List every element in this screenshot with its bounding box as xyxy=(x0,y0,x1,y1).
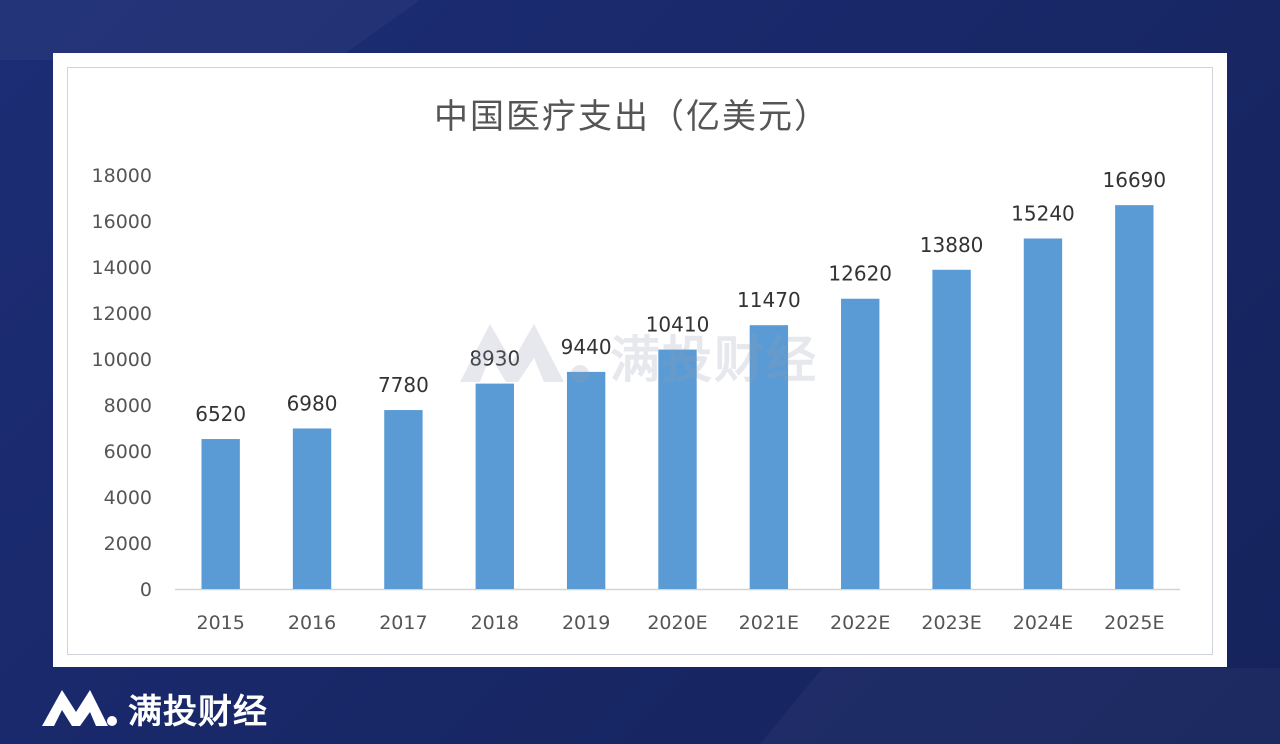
bar xyxy=(475,383,514,589)
bar-data-label: 10410 xyxy=(646,313,710,337)
y-axis: 0 2000 4000 6000 8000 10000 12000 14000 16000 180… xyxy=(92,165,152,601)
y-tick-label: 0 xyxy=(140,579,152,601)
bar-data-label: 8930 xyxy=(469,347,520,371)
bar xyxy=(1115,205,1154,589)
bar xyxy=(749,325,789,589)
x-tick-label: 2023E xyxy=(921,612,981,634)
bar-data-label: 6980 xyxy=(287,391,338,415)
brand-name: 满投财经 xyxy=(128,691,268,732)
chart-title: 中国医疗支出（亿美元） xyxy=(434,97,830,137)
bar-data-label: 9440 xyxy=(561,335,612,359)
y-tick-label: 10000 xyxy=(92,349,152,371)
y-tick-label: 12000 xyxy=(92,303,152,325)
y-tick-label: 14000 xyxy=(92,257,152,279)
x-tick-label: 2017 xyxy=(379,612,427,634)
y-tick-label: 16000 xyxy=(92,211,152,233)
y-tick-label: 8000 xyxy=(104,395,152,417)
y-tick-label: 6000 xyxy=(104,441,152,463)
x-tick-label: 2020E xyxy=(647,612,707,634)
bar xyxy=(201,439,240,589)
bar-data-label: 16690 xyxy=(1103,168,1167,192)
bar-data-label: 15240 xyxy=(1011,201,1075,225)
data-labels: 6520 6980 7780 8930 9440 10410 11470 12620 13880… xyxy=(195,168,1166,426)
x-axis: 2015 2016 2017 2018 2019 2020E 2021E 2022E 2023E… xyxy=(175,588,1180,634)
y-tick-label: 4000 xyxy=(104,487,152,509)
x-tick-label: 2021E xyxy=(739,612,799,634)
brand: 满投财经 xyxy=(40,683,268,733)
bar-data-label: 12620 xyxy=(828,262,892,286)
bar xyxy=(658,349,697,589)
x-tick-label: 2024E xyxy=(1013,612,1073,634)
x-tick-label: 2025E xyxy=(1104,612,1164,634)
y-tick-label: 2000 xyxy=(104,533,152,555)
bar xyxy=(566,371,606,589)
bar xyxy=(1023,238,1063,590)
x-tick-label: 2019 xyxy=(562,612,610,634)
x-tick-label: 2015 xyxy=(197,612,245,634)
x-tick-label: 2018 xyxy=(471,612,519,634)
bar-series xyxy=(201,205,1154,590)
bar-data-label: 6520 xyxy=(195,402,246,426)
x-tick-label: 2016 xyxy=(288,612,336,634)
x-tick-label: 2022E xyxy=(830,612,890,634)
chart-frame xyxy=(67,67,1213,655)
bar xyxy=(841,298,880,589)
bar-data-label: 7780 xyxy=(378,373,429,397)
bar-data-label: 11470 xyxy=(737,288,801,312)
y-tick-label: 18000 xyxy=(92,165,152,187)
brand-logo-icon xyxy=(42,690,117,726)
bar xyxy=(292,428,332,589)
bar xyxy=(384,410,423,589)
bar xyxy=(932,269,971,589)
bar-data-label: 13880 xyxy=(920,233,984,257)
